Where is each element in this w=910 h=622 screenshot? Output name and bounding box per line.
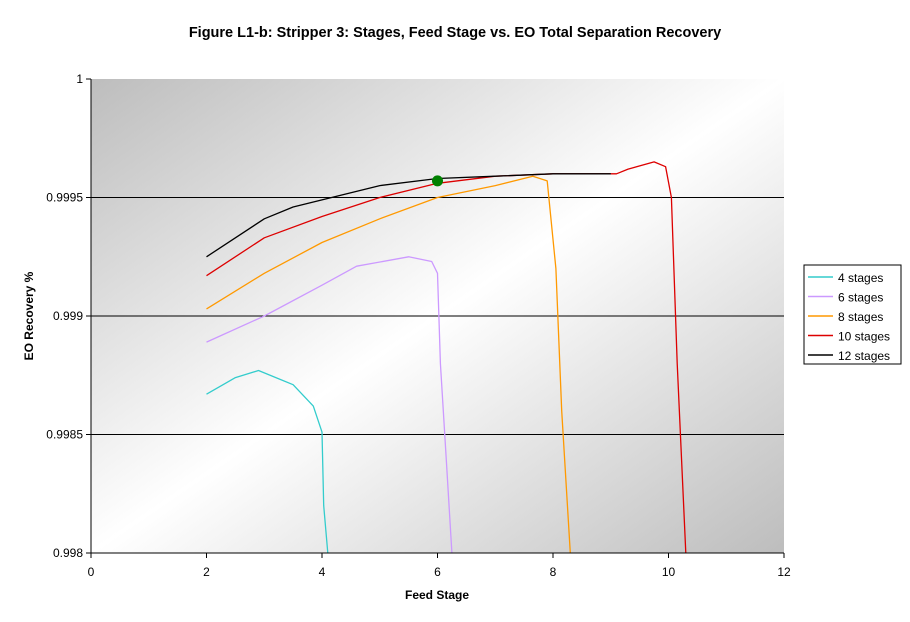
y-tick-label: 0.9995 (46, 191, 83, 205)
x-tick-label: 0 (88, 565, 95, 579)
y-axis-title: EO Recovery % (22, 271, 36, 360)
x-axis-ticks: 0 2 4 6 8 10 12 (88, 553, 791, 579)
series-line-12-stages (206, 173, 611, 258)
legend-label-4-stages: 4 stages (838, 271, 883, 285)
legend-label-12-stages: 12 stages (838, 349, 890, 363)
y-tick-label: 0.999 (53, 309, 83, 323)
x-tick-label: 2 (203, 565, 210, 579)
y-tick-label: 1 (76, 72, 83, 86)
y-tick-label: 0.998 (53, 546, 83, 560)
x-tick-label: 4 (319, 565, 326, 579)
x-tick-label: 12 (777, 565, 791, 579)
chart-title: Figure L1-b: Stripper 3: Stages, Feed St… (189, 25, 721, 41)
series-layer (206, 161, 687, 554)
annotation-layer (432, 175, 443, 187)
x-tick-label: 8 (550, 565, 557, 579)
series-line-6-stages (206, 256, 453, 554)
legend-label-10-stages: 10 stages (838, 330, 890, 344)
series-line-8-stages (206, 175, 571, 554)
legend-label-6-stages: 6 stages (838, 291, 883, 305)
series-line-4-stages (206, 369, 329, 554)
x-tick-label: 10 (662, 565, 676, 579)
x-tick-label: 6 (434, 565, 441, 579)
y-axis-ticks: 0.998 0.9985 0.999 0.9995 1 (46, 72, 91, 560)
legend: 4 stages 6 stages 8 stages 10 stages 12 stag… (803, 264, 902, 365)
optimum-marker (432, 175, 443, 187)
legend-box (803, 264, 902, 365)
legend-label-8-stages: 8 stages (838, 310, 883, 324)
y-tick-label: 0.9985 (46, 428, 83, 442)
x-axis-title: Feed Stage (405, 588, 469, 602)
